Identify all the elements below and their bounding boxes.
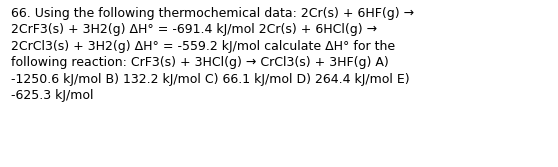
Text: 66. Using the following thermochemical data: 2Cr(s) + 6HF(g) →
2CrF3(s) + 3H2(g): 66. Using the following thermochemical d… — [11, 7, 414, 102]
